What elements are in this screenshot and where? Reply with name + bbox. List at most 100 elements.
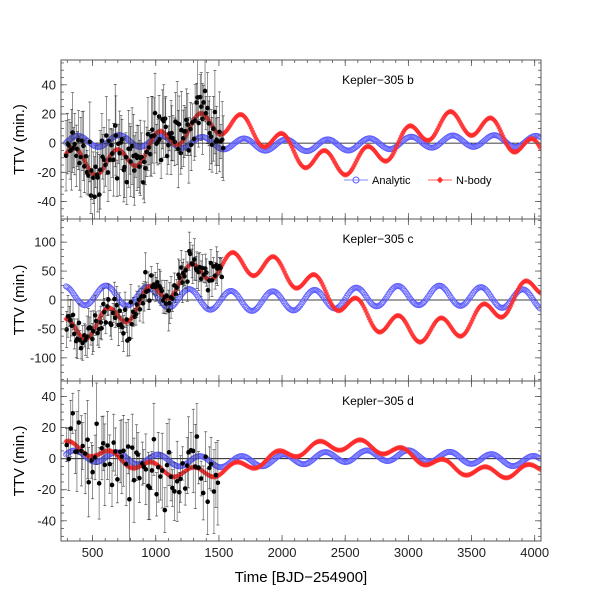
observed-point [182, 486, 188, 491]
observed-point [148, 151, 153, 157]
observed-point [89, 168, 94, 173]
nbody-marker [355, 154, 362, 161]
nbody-marker [349, 165, 356, 172]
nbody-marker [427, 328, 433, 335]
observed-point [108, 322, 114, 328]
observed-point [115, 477, 120, 482]
nbody-marker [428, 326, 434, 333]
nbody-marker [463, 328, 470, 335]
nbody-marker [435, 126, 441, 132]
nbody-marker [325, 295, 332, 302]
nbody-marker [432, 130, 439, 136]
observed-point [198, 104, 204, 109]
observed-point [81, 143, 86, 149]
nbody-marker [259, 264, 266, 270]
observed-point [66, 143, 72, 148]
observed-point [178, 476, 183, 482]
observed-point [219, 137, 225, 142]
analytic-marker [537, 305, 541, 312]
nbody-marker [498, 130, 505, 136]
observed-point [146, 145, 152, 150]
observed-point [128, 299, 134, 305]
nbody-marker [283, 273, 290, 280]
nbody-marker [320, 282, 326, 289]
observed-point [194, 434, 200, 439]
observed-point [186, 148, 192, 153]
observed-point [131, 477, 137, 483]
panel-1: -40 -20 0 20 40 Kepler−305 b TTV (min.) Analyti… [11, 59, 542, 220]
observed-point [184, 117, 189, 123]
nbody-marker [240, 261, 247, 268]
plot-area [61, 382, 541, 541]
y-tick-label: 50 [42, 264, 56, 279]
nbody-marker [282, 271, 289, 277]
nbody-marker [507, 303, 514, 310]
observed-point [87, 139, 93, 145]
nbody-marker [357, 150, 364, 157]
nbody-marker [436, 123, 442, 130]
observed-point [78, 345, 84, 351]
nbody-marker [327, 297, 333, 304]
observed-point [100, 440, 106, 446]
observed-point [92, 313, 98, 318]
nbody-marker [220, 260, 226, 267]
nbody-marker [133, 305, 140, 312]
observed-point [74, 153, 79, 159]
y-tick-label: 0 [49, 136, 56, 151]
observed-point [213, 472, 219, 478]
nbody-marker [409, 332, 416, 339]
observed-point [159, 468, 165, 473]
nbody-marker [350, 163, 357, 170]
panel-title: Kepler−305 c [342, 232, 413, 246]
observed-point [99, 325, 104, 331]
observed-point [147, 485, 153, 491]
observed-point [192, 257, 197, 262]
nbody-marker [455, 116, 462, 122]
observed-point [123, 154, 129, 160]
y-tick-label: -20 [37, 482, 56, 497]
nbody-marker [403, 320, 409, 326]
nbody-marker [225, 125, 232, 131]
observed-point [203, 266, 208, 271]
observed-point [187, 251, 193, 257]
y-axis-label: TTV (min.) [11, 104, 28, 175]
x-tick-label: 2500 [331, 545, 360, 560]
x-tick-label: 3500 [457, 545, 486, 560]
observed-point [105, 443, 110, 448]
nbody-marker [461, 125, 467, 132]
nbody-marker [431, 132, 438, 138]
panel-2: -100 -50 0 50 100 Kepler−305 c TTV (min.) [11, 218, 542, 382]
nbody-marker [286, 137, 292, 144]
nbody-marker [296, 159, 302, 165]
observed-point [185, 279, 190, 284]
nbody-marker [400, 128, 407, 135]
nbody-marker [221, 258, 227, 265]
observed-point [197, 94, 203, 100]
observed-point [103, 320, 109, 325]
observed-point [170, 485, 175, 491]
observed-point [97, 192, 102, 197]
nbody-marker [353, 159, 359, 165]
nbody-marker [466, 322, 473, 329]
nbody-marker [222, 256, 229, 263]
observed-point [92, 455, 98, 460]
nbody-marker [388, 154, 394, 160]
y-tick-label: 20 [42, 420, 56, 435]
observed-point [158, 474, 163, 479]
observed-point [163, 124, 168, 130]
observed-point [72, 331, 77, 337]
observed-point [164, 153, 170, 159]
nbody-marker [399, 130, 406, 137]
observed-point [177, 489, 182, 495]
nbody-marker [139, 157, 146, 164]
observed-point [202, 88, 208, 94]
y-tick-label: 40 [42, 389, 56, 404]
panels: -40 -20 0 20 40 Kepler−305 b TTV (min.) Analyti… [11, 59, 549, 560]
observed-point [220, 145, 226, 151]
y-tick-label: 20 [42, 106, 56, 121]
observed-point [105, 170, 111, 175]
observed-point [149, 468, 155, 473]
observed-point [121, 331, 126, 336]
nbody-marker [138, 159, 144, 165]
observed-point [76, 420, 82, 425]
